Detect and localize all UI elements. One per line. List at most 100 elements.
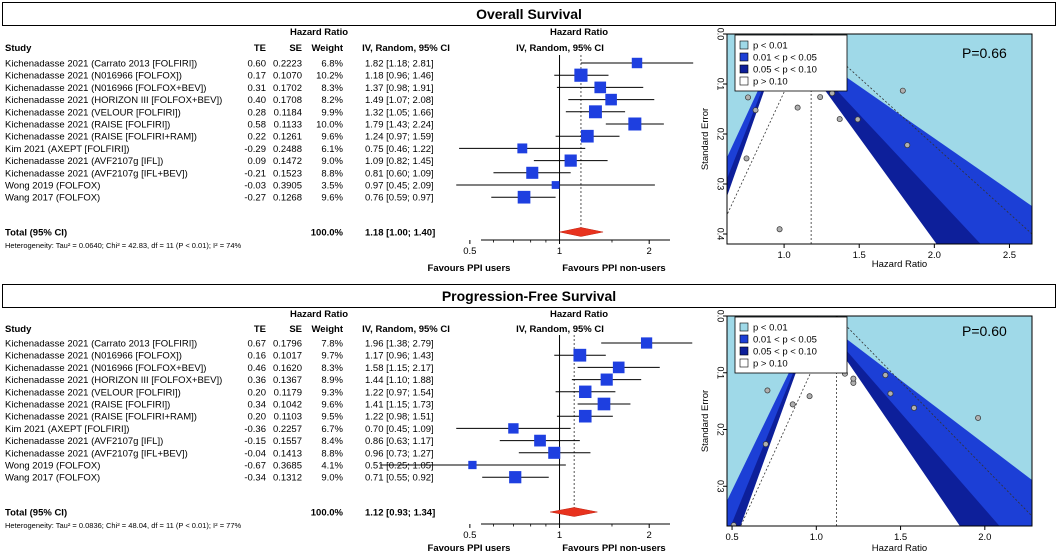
favours-left-label: Favours PPI users bbox=[428, 543, 511, 554]
study-se: 0.1367 bbox=[273, 375, 302, 386]
funnel-y-tick-label: 0.4 bbox=[716, 228, 726, 241]
study-se: 0.3685 bbox=[273, 461, 302, 472]
funnel-point bbox=[899, 87, 906, 94]
weight-header: Weight bbox=[312, 43, 344, 54]
study-se: 0.2223 bbox=[273, 59, 302, 70]
study-name: Kichenadasse 2021 (N016966 [FOLFOX]) bbox=[5, 71, 182, 82]
study-ci: 1.22 [0.98; 1.51] bbox=[365, 412, 434, 423]
pooled-diamond bbox=[559, 227, 604, 237]
study-se: 0.1796 bbox=[273, 339, 302, 350]
total-ci: 1.12 [0.93; 1.34] bbox=[365, 508, 435, 519]
study-square bbox=[573, 348, 587, 362]
study-te: -0.29 bbox=[244, 144, 266, 155]
forest-tick-label: 2 bbox=[647, 246, 652, 257]
funnel-ci-line-right bbox=[810, 34, 1032, 235]
study-name: Kichenadasse 2021 (AVF2107g [IFL+BEV]) bbox=[5, 448, 188, 459]
hr-subheader: IV, Random, 95% CI bbox=[362, 43, 450, 54]
overall-survival-panel: Hazard Ratio Hazard Ratio Study TE SE Weight I… bbox=[5, 27, 1033, 274]
study-square bbox=[588, 105, 602, 119]
study-ci: 1.18 [0.96; 1.46] bbox=[365, 71, 434, 82]
funnel-point bbox=[794, 104, 801, 111]
study-se: 0.1042 bbox=[273, 400, 302, 411]
forest-tick-label: 0.5 bbox=[463, 530, 476, 541]
study-weight: 8.3% bbox=[321, 83, 343, 94]
study-te: 0.34 bbox=[248, 400, 267, 411]
study-header: Study bbox=[5, 324, 32, 335]
study-name: Kichenadasse 2021 (VELOUR [FOLFIRI]) bbox=[5, 387, 181, 398]
study-name: Kichenadasse 2021 (HORIZON III [FOLFOX+B… bbox=[5, 95, 222, 106]
study-se: 0.1413 bbox=[273, 448, 302, 459]
forest-tick-label: 0.5 bbox=[463, 246, 476, 257]
funnel-point bbox=[836, 116, 843, 123]
study-te: 0.22 bbox=[248, 132, 267, 143]
funnel-point bbox=[817, 94, 824, 101]
study-ci: 1.41 [1.15; 1.73] bbox=[365, 400, 434, 411]
total-label: Total (95% CI) bbox=[5, 508, 67, 519]
forest-tick-label: 1 bbox=[557, 246, 562, 257]
study-square bbox=[534, 434, 546, 447]
hr-header: Hazard Ratio bbox=[290, 27, 348, 38]
study-ci: 0.51 [0.25; 1.05] bbox=[365, 461, 434, 472]
study-square bbox=[509, 471, 522, 484]
funnel-y-tick-label: 0.2 bbox=[716, 128, 726, 141]
study-weight: 10.0% bbox=[316, 120, 343, 131]
study-ci: 1.44 [1.10; 1.88] bbox=[365, 375, 434, 386]
funnel-y-tick-label: 0.0 bbox=[716, 310, 726, 323]
hr-header: Hazard Ratio bbox=[290, 309, 348, 320]
study-square bbox=[631, 57, 643, 69]
study-weight: 4.1% bbox=[321, 461, 343, 472]
total-weight: 100.0% bbox=[311, 228, 344, 239]
study-ci: 0.81 [0.60; 1.09] bbox=[365, 168, 434, 179]
favours-right-label: Favours PPI non-users bbox=[562, 543, 665, 554]
study-square bbox=[579, 385, 592, 399]
legend-label: 0.05 < p < 0.10 bbox=[753, 65, 817, 76]
study-se: 0.1557 bbox=[273, 436, 302, 447]
study-name: Kichenadasse 2021 (RAISE [FOLFIRI]) bbox=[5, 120, 170, 131]
study-se: 0.1261 bbox=[273, 132, 302, 143]
study-te: 0.36 bbox=[248, 375, 267, 386]
study-square bbox=[578, 409, 592, 423]
study-se: 0.3905 bbox=[273, 181, 302, 192]
study-name: Kichenadasse 2021 (HORIZON III [FOLFOX+B… bbox=[5, 375, 222, 386]
legend-box bbox=[734, 34, 848, 92]
legend-label: 0.05 < p < 0.10 bbox=[753, 347, 817, 358]
study-te: 0.60 bbox=[248, 59, 267, 70]
funnel-y-tick-label: 0.1 bbox=[716, 78, 726, 91]
forest-header: Hazard Ratio bbox=[550, 27, 608, 38]
weight-header: Weight bbox=[312, 324, 344, 335]
hr-subheader: IV, Random, 95% CI bbox=[362, 324, 450, 335]
legend-label: p < 0.01 bbox=[753, 323, 788, 334]
legend-swatch bbox=[739, 358, 749, 368]
legend-swatch bbox=[739, 334, 749, 344]
study-weight: 9.0% bbox=[321, 473, 343, 484]
study-weight: 6.8% bbox=[321, 59, 343, 70]
te-header: TE bbox=[254, 43, 266, 54]
funnel-p-value: P=0.60 bbox=[962, 323, 1007, 339]
study-weight: 9.5% bbox=[321, 412, 343, 423]
study-square bbox=[551, 181, 560, 189]
heterogeneity-text: Heterogeneity: Tau² = 0.0640; Chi² = 42.… bbox=[5, 241, 242, 250]
study-square bbox=[517, 143, 528, 154]
study-te: -0.34 bbox=[244, 473, 266, 484]
study-name: Wong 2019 (FOLFOX) bbox=[5, 461, 100, 472]
study-se: 0.1179 bbox=[274, 387, 302, 398]
study-te: -0.04 bbox=[244, 448, 266, 459]
legend-swatch bbox=[739, 52, 749, 62]
study-ci: 1.09 [0.82; 1.45] bbox=[365, 156, 434, 167]
study-weight: 9.6% bbox=[321, 400, 343, 411]
funnel-x-tick-label: 2.0 bbox=[978, 532, 991, 543]
funnel-point bbox=[850, 375, 857, 382]
funnel-p-value: P=0.66 bbox=[962, 45, 1007, 61]
study-square bbox=[517, 190, 531, 204]
study-square bbox=[468, 460, 477, 470]
funnel-y-tick-label: 0.0 bbox=[716, 28, 726, 41]
legend-label: p > 0.10 bbox=[753, 359, 788, 370]
study-se: 0.1312 bbox=[273, 473, 302, 484]
funnel-point bbox=[764, 387, 771, 394]
study-square bbox=[594, 81, 607, 94]
study-square bbox=[597, 397, 611, 411]
funnel-point bbox=[743, 155, 750, 162]
study-te: 0.46 bbox=[248, 363, 267, 374]
funnel-point bbox=[752, 107, 759, 114]
study-weight: 9.6% bbox=[321, 132, 343, 143]
